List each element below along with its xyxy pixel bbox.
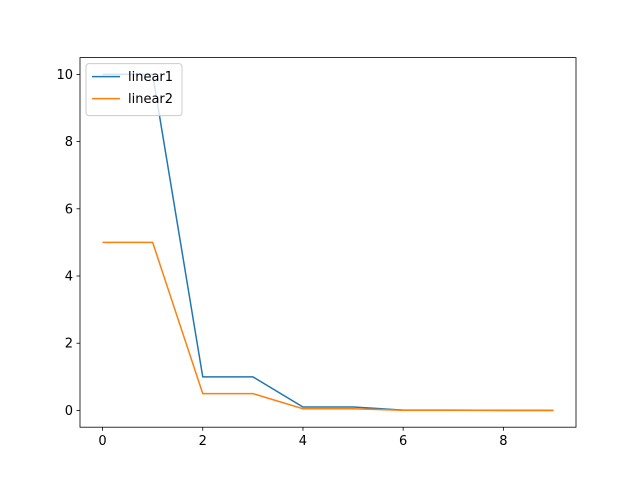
x-tick-label: 8: [499, 434, 507, 449]
y-tick-label: 0: [65, 404, 73, 419]
series-line: [102, 73, 554, 412]
x-tick-label: 0: [98, 434, 106, 449]
plot-frame: [79, 57, 577, 428]
x-tick-label: 6: [399, 434, 407, 449]
legend-label: linear2: [128, 92, 173, 107]
series-line: [102, 241, 554, 412]
y-tick-label: 10: [56, 68, 73, 83]
y-tick-label: 4: [65, 270, 73, 285]
legend-label: linear1: [128, 70, 173, 85]
y-tick-label: 6: [65, 202, 73, 217]
x-tick-label: 2: [199, 434, 207, 449]
y-tick-label: 8: [65, 135, 73, 150]
legend: linear1 linear2: [85, 63, 183, 117]
x-tick-label: 4: [299, 434, 307, 449]
y-tick-label: 2: [65, 337, 73, 352]
